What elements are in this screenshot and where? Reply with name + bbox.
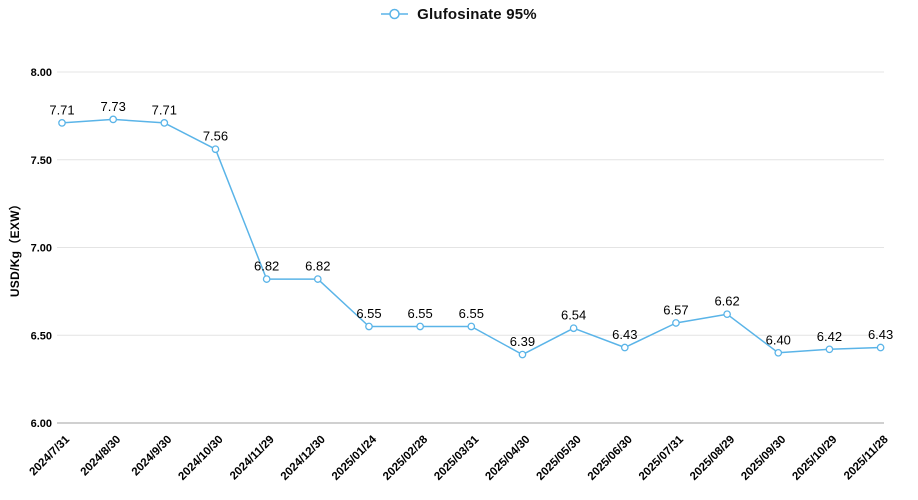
legend-line-marker-icon (381, 8, 409, 20)
data-point-label: 6.42 (817, 329, 842, 344)
data-point-label: 7.56 (203, 129, 228, 144)
data-point-label: 6.62 (714, 294, 739, 309)
data-point-marker[interactable] (876, 343, 885, 352)
x-tick-label: 2025/02/28 (381, 433, 431, 483)
data-point-label: 6.82 (305, 259, 330, 274)
x-tick-label: 2024/10/30 (176, 434, 225, 483)
data-point-marker[interactable] (467, 322, 476, 331)
y-tick-label: 8.00 (31, 67, 52, 79)
data-point-label: 6.40 (766, 332, 791, 347)
data-point-label: 6.82 (254, 259, 279, 274)
data-point-marker[interactable] (825, 345, 834, 354)
x-tick-label: 2025/05/30 (535, 434, 584, 483)
data-point-marker[interactable] (569, 324, 578, 333)
data-point-marker[interactable] (365, 322, 373, 331)
data-point-marker[interactable] (211, 145, 220, 154)
data-point-label: 6.39 (510, 334, 535, 349)
data-point-label: 6.54 (561, 308, 586, 323)
x-tick-label: 2025/07/31 (637, 433, 687, 483)
y-tick-label: 7.50 (31, 155, 52, 167)
x-tick-label: 2025/10/29 (790, 434, 839, 483)
x-tick-label: 2024/9/30 (130, 434, 175, 479)
x-tick-label: 2025/04/30 (483, 434, 532, 483)
x-tick-label: 2024/12/30 (279, 434, 328, 483)
data-point-label: 7.71 (49, 102, 74, 117)
data-point-label: 6.57 (663, 302, 688, 317)
data-point-label: 6.43 (612, 327, 637, 342)
y-tick-label: 6.00 (31, 418, 52, 430)
x-tick-label: 2025/01/24 (330, 433, 380, 483)
data-point-label: 7.73 (101, 99, 126, 114)
x-tick-label: 2024/11/29 (228, 434, 277, 483)
data-point-label: 6.43 (868, 327, 893, 342)
x-tick-label: 2025/03/31 (432, 433, 482, 483)
data-point-marker[interactable] (723, 310, 731, 319)
x-tick-label: 2025/06/30 (586, 434, 635, 483)
x-tick-label: 2024/8/30 (79, 434, 124, 479)
data-point-marker[interactable] (672, 319, 680, 327)
data-point-label: 6.55 (459, 306, 484, 321)
data-point-marker[interactable] (518, 350, 527, 359)
data-point-label: 6.55 (356, 306, 381, 321)
data-point-label: 6.55 (407, 306, 432, 321)
y-axis-title: USD/Kg（EXW） (7, 198, 22, 297)
data-point-marker[interactable] (58, 119, 66, 127)
data-point-marker[interactable] (160, 119, 169, 127)
data-point-marker[interactable] (313, 275, 322, 283)
data-point-label: 7.71 (152, 102, 177, 117)
x-tick-label: 2025/11/28 (842, 433, 891, 482)
chart-legend[interactable]: Glufosinate 95% (0, 3, 918, 25)
x-tick-label: 2025/08/29 (688, 434, 737, 483)
x-tick-label: 2024/7/31 (27, 433, 72, 478)
data-point-marker[interactable] (262, 275, 271, 283)
data-point-marker[interactable] (620, 343, 629, 352)
legend-series-label: Glufosinate 95% (417, 5, 537, 23)
data-point-marker[interactable] (774, 348, 783, 357)
y-tick-label: 7.00 (31, 243, 52, 255)
data-point-marker[interactable] (109, 115, 118, 124)
data-point-marker[interactable] (416, 322, 424, 331)
x-tick-label: 2025/09/30 (739, 434, 788, 483)
y-tick-label: 6.50 (31, 330, 52, 342)
